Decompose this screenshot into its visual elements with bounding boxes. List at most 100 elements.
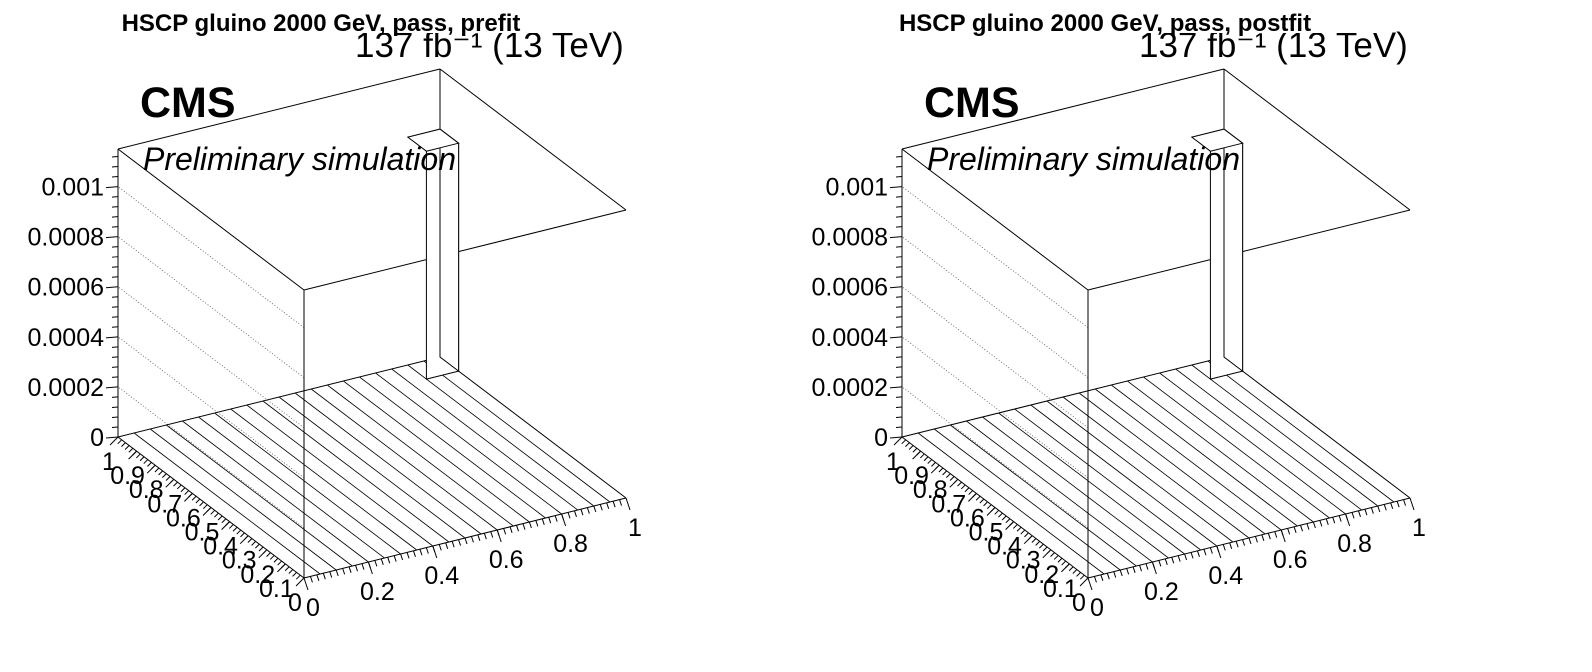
floor-hatch-line bbox=[327, 384, 514, 527]
x-minor-tick bbox=[567, 512, 571, 519]
x-minor-tick bbox=[1139, 565, 1142, 572]
floor-hatch-line bbox=[375, 372, 562, 515]
x-minor-tick bbox=[393, 555, 397, 562]
cms-label: CMS bbox=[140, 79, 236, 127]
y-minor-tick bbox=[295, 574, 301, 580]
z-minor-tick bbox=[895, 176, 903, 178]
floor-hatch-line bbox=[1143, 376, 1330, 519]
frame-edge bbox=[1223, 356, 1411, 499]
z-grid-line bbox=[117, 386, 305, 529]
x-minor-tick bbox=[1312, 521, 1316, 529]
chart-title: HSCP gluino 2000 GeV, pass, postfit bbox=[899, 10, 1311, 37]
z-minor-tick bbox=[111, 426, 119, 428]
x-minor-tick bbox=[561, 513, 565, 521]
z-grid-line bbox=[117, 236, 305, 378]
x-minor-tick bbox=[1248, 537, 1252, 545]
floor-hatch-line bbox=[133, 432, 321, 575]
floor-hatch-line bbox=[1127, 380, 1314, 523]
z-tick-label: 0.0004 bbox=[812, 324, 889, 352]
x-tick-label: 0.8 bbox=[1337, 530, 1372, 558]
x-minor-tick bbox=[1197, 550, 1200, 557]
z-minor-tick bbox=[895, 346, 903, 348]
x-minor-tick bbox=[400, 553, 404, 561]
floor-hatch-line bbox=[214, 412, 401, 555]
y-minor-tick bbox=[284, 566, 290, 572]
z-tick-label: 0.0008 bbox=[812, 224, 888, 252]
y-minor-tick bbox=[957, 481, 962, 487]
floor-hatch-line bbox=[359, 376, 546, 519]
extra-label: Preliminary simulation bbox=[143, 141, 456, 177]
z-minor-tick bbox=[895, 306, 903, 308]
floor-hatch-line bbox=[1159, 372, 1346, 515]
x-minor-tick bbox=[1358, 510, 1361, 517]
z-tick bbox=[889, 336, 903, 339]
y-minor-tick bbox=[938, 467, 944, 473]
x-tick bbox=[1087, 577, 1093, 591]
x-minor-tick bbox=[477, 534, 481, 541]
x-minor-tick bbox=[509, 526, 513, 533]
floor-hatch-line bbox=[166, 424, 353, 567]
z-minor-tick bbox=[111, 276, 119, 278]
z-tick-label: 0.0008 bbox=[28, 224, 104, 252]
z-minor-tick bbox=[895, 276, 903, 278]
y-minor-tick bbox=[173, 481, 178, 487]
x-minor-tick bbox=[432, 545, 436, 553]
z-minor-tick bbox=[895, 226, 903, 228]
z-minor-tick bbox=[895, 196, 903, 198]
z-minor-tick bbox=[111, 346, 119, 348]
x-minor-tick bbox=[1209, 547, 1213, 554]
x-minor-tick bbox=[1203, 549, 1207, 556]
y-minor-tick bbox=[188, 493, 193, 498]
floor-hatch-line bbox=[407, 364, 595, 507]
y-minor-tick bbox=[1076, 572, 1081, 577]
x-minor-tick bbox=[548, 517, 552, 524]
x-minor-tick bbox=[445, 542, 449, 549]
y-minor-tick bbox=[228, 524, 234, 529]
y-tick-label: 0.5 bbox=[185, 519, 220, 547]
x-minor-tick bbox=[1106, 573, 1110, 580]
z-minor-tick bbox=[895, 406, 903, 408]
x-minor-tick bbox=[541, 518, 545, 525]
x-minor-tick bbox=[367, 561, 371, 569]
y-minor-tick bbox=[1035, 540, 1040, 546]
y-tick-label: 0 bbox=[288, 589, 302, 617]
x-minor-tick bbox=[496, 529, 500, 537]
y-minor-tick bbox=[251, 540, 256, 546]
y-minor-tick bbox=[269, 555, 275, 560]
chart-title: HSCP gluino 2000 GeV, pass, prefit bbox=[122, 10, 521, 37]
y-minor-tick bbox=[901, 439, 907, 445]
z-tick bbox=[889, 286, 903, 289]
y-minor-tick bbox=[236, 529, 242, 535]
x-minor-tick bbox=[593, 505, 597, 513]
z-minor-tick bbox=[111, 326, 119, 328]
z-tick-label: 0 bbox=[874, 424, 888, 452]
y-minor-tick bbox=[128, 447, 134, 453]
z-grid-line bbox=[901, 286, 1089, 429]
z-tick bbox=[105, 386, 119, 389]
x-minor-tick bbox=[1158, 560, 1162, 567]
y-minor-tick bbox=[1068, 566, 1074, 572]
x-minor-tick bbox=[1364, 509, 1368, 516]
z-minor-tick bbox=[111, 316, 119, 318]
x-minor-tick bbox=[1261, 534, 1265, 541]
z-tick-label: 0 bbox=[90, 424, 104, 452]
y-minor-tick bbox=[942, 470, 947, 476]
x-minor-tick bbox=[1171, 557, 1175, 564]
x-minor-tick bbox=[1306, 523, 1310, 530]
z-grid-line bbox=[117, 286, 305, 429]
x-minor-tick bbox=[490, 531, 494, 538]
y-minor-tick bbox=[139, 456, 145, 462]
z-minor-tick bbox=[111, 266, 119, 268]
x-minor-tick bbox=[1293, 526, 1297, 533]
x-minor-tick bbox=[1319, 520, 1323, 527]
x-tick-label: 0.4 bbox=[1208, 562, 1243, 590]
floor-hatch-line bbox=[391, 368, 578, 511]
x-minor-tick bbox=[1280, 529, 1284, 537]
x-minor-tick bbox=[413, 550, 416, 557]
y-minor-tick bbox=[1057, 557, 1063, 563]
z-minor-tick bbox=[111, 246, 119, 248]
y-tick bbox=[109, 436, 119, 446]
frame-edge bbox=[303, 209, 627, 291]
y-minor-tick bbox=[1001, 515, 1007, 521]
